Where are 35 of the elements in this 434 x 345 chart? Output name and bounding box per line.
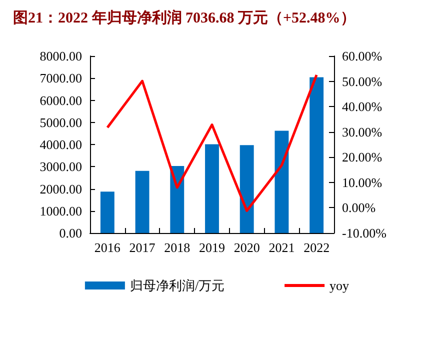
y2-tick-label: 30.00% — [342, 124, 382, 140]
y2-tick-label: 40.00% — [342, 99, 382, 114]
x-tick-label: 2019 — [199, 240, 225, 255]
y-tick-label: 0.00 — [59, 226, 82, 240]
bar — [205, 144, 219, 233]
y-tick-label: 6000.00 — [40, 92, 82, 108]
bar — [240, 145, 254, 233]
bar — [310, 77, 324, 233]
y-tick-label: 2000.00 — [40, 181, 82, 196]
y-tick-label: 7000.00 — [40, 70, 82, 86]
y2-tick-label: 20.00% — [342, 150, 382, 165]
bar — [274, 130, 289, 233]
bar — [170, 166, 184, 233]
y-tick-label: 4000.00 — [40, 137, 82, 152]
y-tick-label: 8000.00 — [40, 48, 82, 64]
y2-tick-label: 50.00% — [342, 74, 382, 89]
bar — [100, 192, 114, 233]
legend-label: yoy — [330, 278, 350, 293]
y-tick-label: 3000.00 — [40, 159, 82, 174]
y2-tick-label: 0.00% — [342, 200, 376, 216]
x-tick-label: 2018 — [164, 240, 190, 255]
y-tick-label: 5000.00 — [40, 114, 82, 130]
y2-tick-label: 10.00% — [342, 174, 382, 190]
line-series — [106, 74, 318, 212]
x-tick-label: 2022 — [304, 240, 330, 255]
legend-label: 归母净利润/万元 — [130, 278, 225, 293]
chart-title: 图21：2022 年归母净利润 7036.68 万元（+52.48%） — [13, 8, 356, 26]
bar — [135, 170, 150, 233]
y-tick-label: 1000.00 — [40, 203, 82, 218]
x-tick-label: 2016 — [94, 240, 121, 255]
x-tick-label: 2020 — [234, 240, 260, 255]
y2-tick-label: 60.00% — [342, 48, 382, 64]
x-tick-label: 2017 — [129, 240, 156, 255]
y2-tick-label: -10.00% — [342, 226, 387, 240]
x-tick-label: 2021 — [268, 240, 295, 255]
